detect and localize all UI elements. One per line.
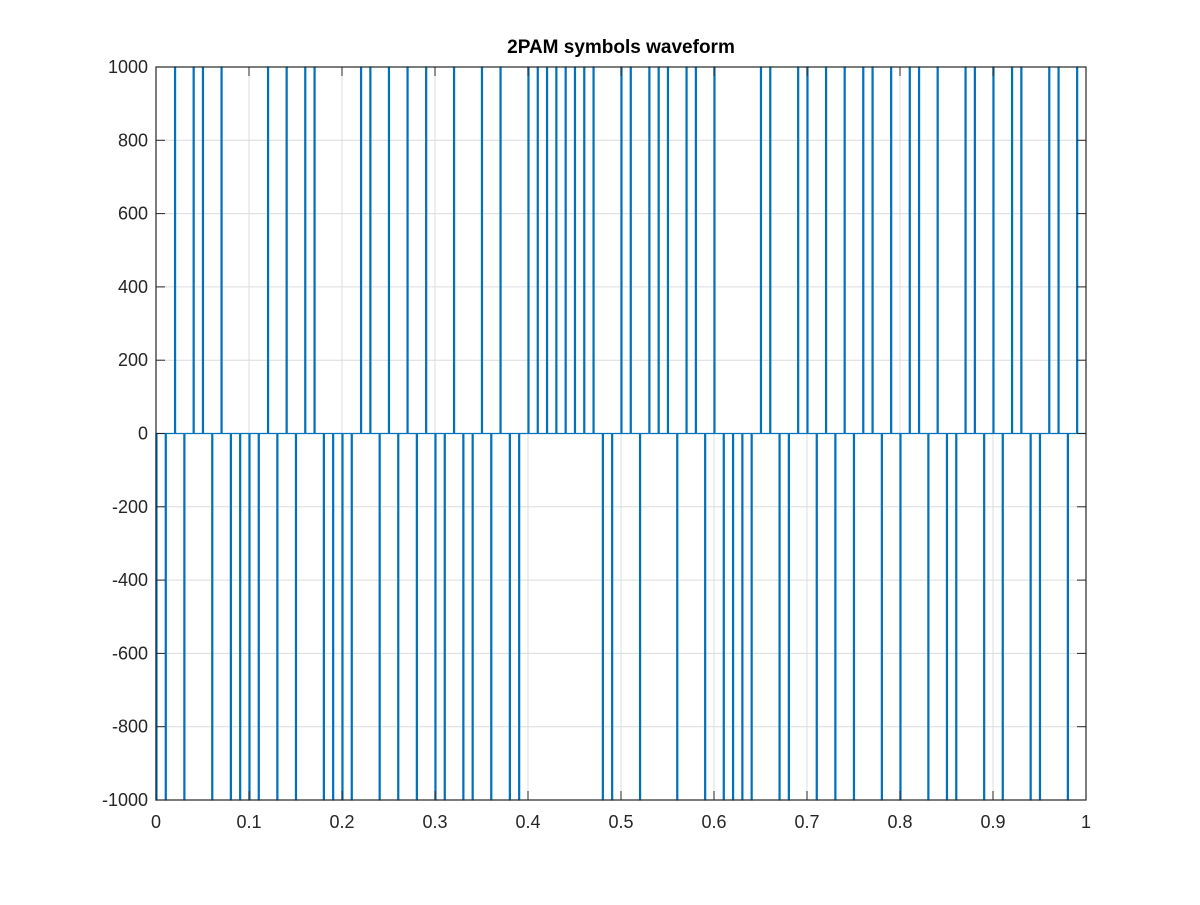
x-tick-label: 0.2 <box>329 812 354 832</box>
x-tick-label: 0.1 <box>236 812 261 832</box>
y-tick-label: 400 <box>118 277 148 297</box>
y-tick-label: 1000 <box>108 57 148 77</box>
chart-title: 2PAM symbols waveform <box>507 37 735 58</box>
y-tick-label: -200 <box>112 497 148 517</box>
x-tick-label: 1 <box>1081 812 1091 832</box>
tick-labels: 0 0.1 0.2 0.3 0.4 0.5 0.6 0.7 0.8 0.9 1 -1000 -800 -6… <box>102 57 1091 832</box>
y-tick-label: -1000 <box>102 790 148 810</box>
y-tick-label: 0 <box>138 424 148 444</box>
y-tick-label: 800 <box>118 130 148 150</box>
x-tick-label: 0 <box>151 812 161 832</box>
y-tick-label: 600 <box>118 204 148 224</box>
y-tick-label: -600 <box>112 643 148 663</box>
x-tick-label: 0.8 <box>887 812 912 832</box>
y-tick-label: -800 <box>112 717 148 737</box>
x-tick-label: 0.7 <box>794 812 819 832</box>
x-tick-label: 0.4 <box>515 812 540 832</box>
axis-ticks <box>155 66 1087 801</box>
y-tick-label: 200 <box>118 350 148 370</box>
x-tick-label: 0.6 <box>701 812 726 832</box>
x-tick-label: 0.9 <box>980 812 1005 832</box>
x-tick-label: 0.3 <box>422 812 447 832</box>
y-tick-label: -400 <box>112 570 148 590</box>
x-tick-label: 0.5 <box>608 812 633 832</box>
